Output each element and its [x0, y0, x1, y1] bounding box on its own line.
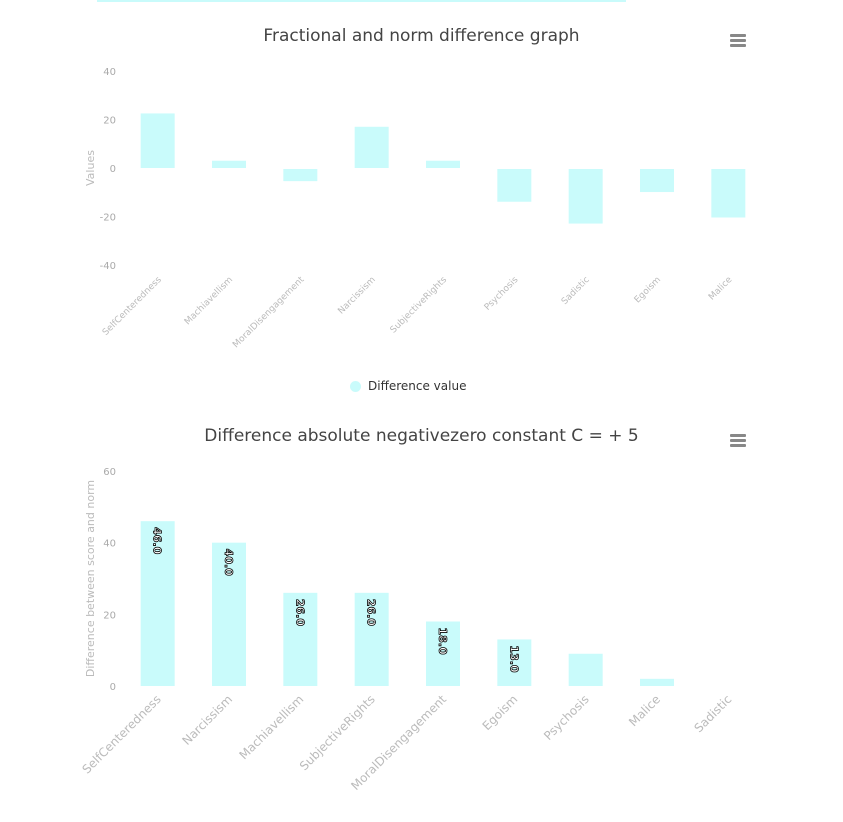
- bar: [568, 653, 603, 686]
- y-tick-label: 0: [110, 682, 116, 693]
- y-tick-label: 40: [103, 67, 116, 78]
- x-tick-label: Psychosis: [541, 692, 592, 743]
- chart1-menu-icon[interactable]: [730, 34, 746, 49]
- data-label: 40.0: [222, 549, 235, 576]
- y-tick-label: 40: [103, 539, 116, 550]
- x-tick-label: Malice: [626, 692, 663, 729]
- bar: [568, 169, 603, 224]
- bar: [426, 160, 460, 168]
- x-tick-label: Sadistic: [691, 692, 734, 735]
- y-tick-label: 20: [103, 116, 116, 127]
- top-scroll-strip: [97, 0, 626, 2]
- bar: [212, 160, 246, 168]
- x-tick-label: Narcissism: [179, 692, 235, 748]
- bar: [354, 126, 389, 168]
- bar: [140, 113, 175, 168]
- chart2-menu-icon[interactable]: [730, 434, 746, 449]
- bar: [140, 521, 175, 686]
- chart1-title: Fractional and norm difference graph: [263, 26, 580, 46]
- legend-label: Difference value: [368, 379, 467, 393]
- bar: [212, 542, 246, 686]
- y-axis-label: Difference between score and norm: [84, 480, 97, 677]
- y-tick-label: -40: [100, 261, 116, 272]
- data-label: 18.0: [436, 628, 449, 655]
- bar: [426, 621, 460, 686]
- bar: [283, 592, 318, 686]
- y-tick-label: 20: [103, 610, 116, 621]
- data-label: 26.0: [365, 599, 378, 626]
- bar: [283, 169, 318, 182]
- y-tick-label: 60: [103, 467, 116, 478]
- chart1-legend-item[interactable]: Difference value: [350, 379, 466, 393]
- data-label: 46.0: [151, 527, 164, 554]
- x-tick-label: Machiavellism: [236, 692, 306, 762]
- x-tick-label: Egoism: [480, 692, 521, 733]
- data-label: 13.0: [507, 645, 520, 672]
- chart2-title: Difference absolute negativezero constan…: [204, 426, 639, 446]
- x-tick-label: SubjectiveRights: [297, 692, 378, 773]
- y-axis-label: Values: [84, 150, 97, 186]
- bar: [497, 639, 532, 686]
- bar: [497, 169, 532, 202]
- data-label: 26.0: [293, 599, 306, 626]
- bar: [711, 169, 746, 218]
- x-tick-label: SelfCenteredness: [80, 692, 164, 776]
- legend-marker-icon: [350, 380, 361, 392]
- y-tick-label: 0: [110, 164, 116, 175]
- bar: [640, 169, 674, 193]
- bar: [640, 678, 674, 686]
- y-tick-label: -20: [100, 213, 116, 224]
- bar: [354, 592, 389, 686]
